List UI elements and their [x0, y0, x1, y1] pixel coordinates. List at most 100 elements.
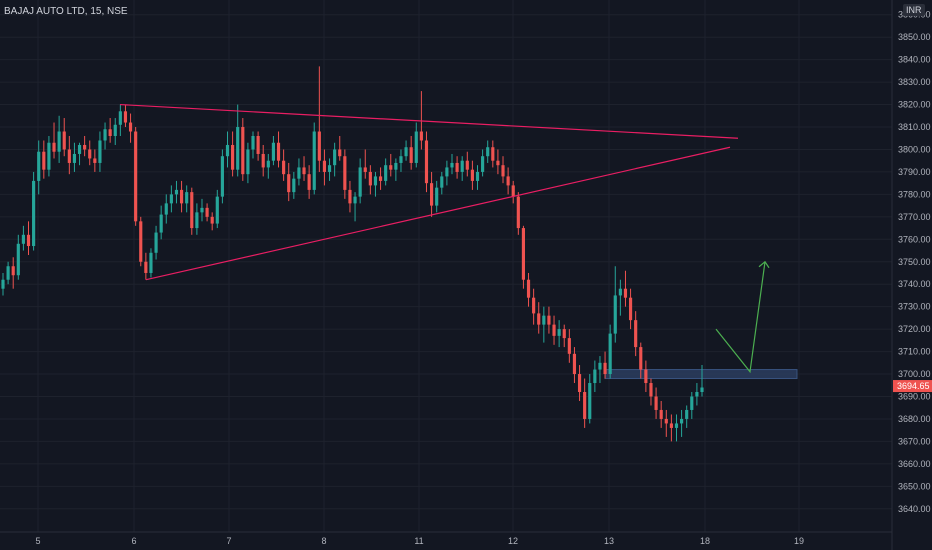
candle-body	[292, 178, 296, 193]
candle-body	[496, 160, 500, 166]
y-tick-label: 3800.00	[898, 144, 931, 154]
x-tick-label: 18	[700, 536, 710, 546]
last-price-bg	[893, 380, 932, 393]
triangle-pattern	[119, 103, 739, 281]
y-tick-label: 3670.00	[898, 436, 931, 446]
candle-body	[185, 192, 189, 204]
support-zone-rect	[604, 369, 798, 380]
y-tick-label: 3810.00	[898, 122, 931, 132]
candle-body	[72, 153, 77, 163]
y-tick-label: 3660.00	[898, 459, 931, 469]
candle-body	[567, 338, 571, 354]
candle-body	[174, 189, 179, 195]
candle-body	[654, 396, 658, 410]
candle-body	[195, 212, 199, 229]
candle-body	[307, 174, 311, 190]
candle-body	[343, 156, 347, 190]
y-tick-label: 3690.00	[898, 391, 931, 401]
candle-body	[511, 185, 515, 197]
candle-body	[685, 409, 689, 419]
candle-body	[231, 144, 235, 170]
candle-body	[460, 160, 464, 172]
candle-body	[399, 156, 403, 163]
candle-body	[577, 374, 582, 392]
y-tick-label: 3750.00	[898, 257, 931, 267]
candle-body	[261, 153, 265, 168]
candle-body	[618, 288, 622, 296]
candle-body	[200, 207, 204, 213]
candle-body	[516, 196, 520, 229]
currency-badge: INR	[903, 4, 925, 16]
candle-body	[139, 221, 143, 262]
candle-body	[205, 207, 209, 217]
x-tick-label: 11	[414, 536, 423, 546]
candle-body	[542, 315, 546, 325]
candle-body	[445, 167, 449, 177]
x-tick-label: 8	[321, 536, 326, 546]
y-tick-label: 3710.00	[898, 347, 931, 357]
candle-body	[521, 228, 526, 280]
candle-body	[302, 167, 306, 175]
x-tick-label: 19	[794, 536, 804, 546]
candle-body	[394, 162, 398, 170]
candle-body	[455, 162, 459, 172]
candle-body	[440, 176, 444, 188]
upper-trendline	[119, 103, 739, 139]
candle-body	[644, 369, 648, 384]
candle-body	[52, 142, 56, 152]
candle-body	[276, 142, 281, 161]
candle-body	[113, 124, 117, 136]
candle-body	[450, 162, 454, 168]
candle-body	[77, 144, 82, 154]
x-tick-label: 13	[604, 536, 614, 546]
candle-body	[190, 192, 194, 229]
candle-body	[557, 329, 561, 336]
candle-body	[368, 171, 372, 186]
candle-body	[389, 165, 393, 170]
candle-body	[603, 362, 607, 375]
price-axis[interactable]: 3640.00 3650.00 3660.00 3670.00 3680.00 3690.…	[898, 10, 931, 514]
candle-body	[373, 176, 378, 186]
candle-body	[404, 147, 408, 157]
y-tick-label: 3760.00	[898, 234, 931, 244]
candle-body	[363, 167, 367, 172]
candles	[1, 66, 704, 442]
candle-body	[169, 194, 173, 204]
candle-body	[317, 131, 321, 161]
candle-body	[547, 315, 551, 325]
y-tick-label: 3720.00	[898, 324, 931, 334]
candle-body	[47, 142, 51, 170]
candle-body	[144, 261, 148, 273]
candle-body	[649, 383, 653, 397]
candle-body	[98, 140, 102, 163]
candle-body	[26, 234, 31, 247]
candle-body	[128, 122, 133, 132]
candle-body	[62, 131, 66, 150]
time-axis[interactable]: 5 6 7 8 11 12 13 18 19	[35, 536, 804, 546]
last-price-tag: 3694.65	[893, 380, 932, 393]
candle-body	[322, 160, 327, 172]
candle-body	[409, 147, 413, 163]
lower-trendline	[145, 146, 731, 281]
candle-body	[378, 176, 383, 181]
y-tick-label: 3820.00	[898, 100, 931, 110]
candle-body	[695, 392, 699, 397]
candle-body	[333, 149, 337, 166]
candle-body	[700, 387, 704, 392]
y-tick-label: 3680.00	[898, 414, 931, 424]
candle-body	[634, 320, 638, 348]
candle-body	[266, 160, 270, 168]
candle-body	[37, 151, 41, 181]
y-tick-label: 3770.00	[898, 212, 931, 222]
candle-body	[103, 129, 107, 141]
candle-body	[118, 111, 122, 125]
candle-body	[674, 423, 679, 428]
candle-body	[659, 409, 663, 419]
y-tick-label: 3740.00	[898, 279, 931, 289]
x-tick-label: 6	[131, 536, 136, 546]
candle-body	[11, 266, 15, 276]
symbol-title[interactable]: BAJAJ AUTO LTD, 15, NSE	[4, 6, 128, 17]
candle-body	[210, 216, 214, 224]
candle-body	[664, 418, 668, 424]
